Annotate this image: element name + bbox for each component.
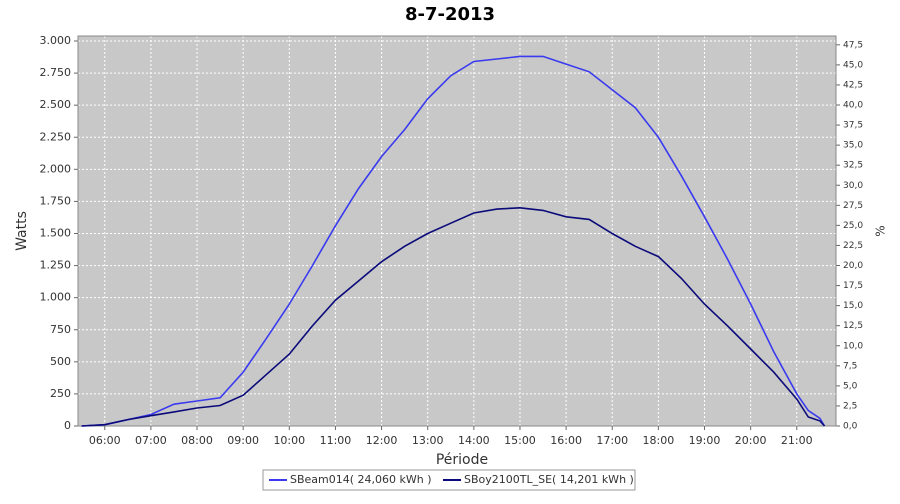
y-tick-label: 3.000 <box>40 34 72 47</box>
y-tick-label: 2.000 <box>40 162 72 175</box>
y2-tick-label: 17,5 <box>843 281 863 291</box>
x-tick-label: 20:00 <box>735 434 767 447</box>
x-tick-label: 14:00 <box>458 434 490 447</box>
x-tick-label: 12:00 <box>366 434 398 447</box>
x-tick-label: 08:00 <box>181 434 213 447</box>
y-tick-label: 1.250 <box>40 259 72 272</box>
y-tick-label: 1.000 <box>40 291 72 304</box>
y2-tick-label: 0,0 <box>843 422 858 432</box>
y2-tick-label: 2,5 <box>843 401 857 411</box>
y2-tick-label: 10,0 <box>843 341 863 351</box>
y-tick-label: 750 <box>50 323 71 336</box>
legend-label: SBeam014( 24,060 kWh ) <box>290 473 432 486</box>
y2-tick-label: 42,5 <box>843 80 863 90</box>
y-tick-label: 1.750 <box>40 194 72 207</box>
y2-tick-label: 45,0 <box>843 60 863 70</box>
y2-tick-label: 25,0 <box>843 221 863 231</box>
x-tick-label: 09:00 <box>227 434 259 447</box>
x-tick-label: 19:00 <box>689 434 721 447</box>
y2-tick-label: 7,5 <box>843 361 857 371</box>
line <box>81 55 826 427</box>
y2-axis-label: % <box>874 225 888 236</box>
y2-tick-label: 32,5 <box>843 161 863 171</box>
y2-tick-label: 20,0 <box>843 261 863 271</box>
x-tick-label: 16:00 <box>550 434 582 447</box>
x-tick-label: 07:00 <box>135 434 167 447</box>
x-tick-label: 18:00 <box>643 434 675 447</box>
x-tick-label: 11:00 <box>320 434 352 447</box>
plot-area <box>78 36 836 426</box>
y2-tick-label: 15,0 <box>843 301 863 311</box>
y-tick-label: 2.250 <box>40 130 72 143</box>
y-tick-label: 1.500 <box>40 227 72 240</box>
y2-tick-label: 22,5 <box>843 241 863 251</box>
legend-label: SBoy2100TL_SE( 14,201 kWh ) <box>464 473 634 486</box>
y2-tick-label: 30,0 <box>843 181 863 191</box>
plot-border <box>77 35 837 427</box>
x-tick-label: 10:00 <box>273 434 305 447</box>
y2-tick-label: 35,0 <box>843 141 863 151</box>
y-tick-label: 2.750 <box>40 66 72 79</box>
y-axis-label: Watts <box>14 211 30 251</box>
x-axis-label: Période <box>436 452 488 468</box>
y2-tick-label: 47,5 <box>843 40 863 50</box>
x-tick-label: 17:00 <box>596 434 628 447</box>
y-tick-label: 500 <box>50 355 71 368</box>
y-tick-label: 0 <box>64 419 71 432</box>
x-tick-label: 13:00 <box>412 434 444 447</box>
y2-tick-label: 37,5 <box>843 121 863 131</box>
chart-title: 8-7-2013 <box>405 4 495 25</box>
line <box>81 206 826 427</box>
y2-tick-label: 12,5 <box>843 321 863 331</box>
y2-tick-label: 27,5 <box>843 201 863 211</box>
y2-tick-label: 5,0 <box>843 381 858 391</box>
y2-tick-label: 40,0 <box>843 101 863 111</box>
x-tick-label: 21:00 <box>781 434 813 447</box>
y-tick-label: 2.500 <box>40 98 72 111</box>
y-tick-label: 250 <box>50 387 71 400</box>
x-tick-label: 15:00 <box>504 434 536 447</box>
x-tick-label: 06:00 <box>89 434 121 447</box>
